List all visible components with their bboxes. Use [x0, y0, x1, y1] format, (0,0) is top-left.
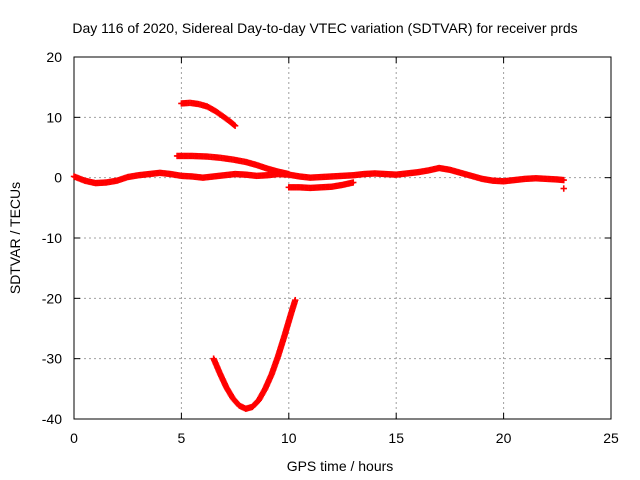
x-tick-label: 15 [388, 430, 404, 446]
data-points [70, 99, 567, 412]
y-tick-label: -40 [42, 411, 62, 427]
x-tick-label: 10 [281, 430, 297, 446]
x-tick-label: 0 [70, 430, 78, 446]
y-tick-label: 10 [46, 109, 62, 125]
x-tick-label: 5 [178, 430, 186, 446]
x-tick-label: 25 [603, 430, 619, 446]
x-axis-label: GPS time / hours [287, 458, 394, 474]
data-point-upper-arc [231, 122, 239, 129]
y-tick-label: 0 [54, 170, 62, 186]
y-axis-label: SDTVAR / TECUs [7, 182, 23, 294]
data-point-low-segment [350, 179, 357, 186]
y-tick-label: -20 [42, 290, 62, 306]
data-point-mid-arc [285, 170, 292, 178]
y-tick-label: -30 [42, 351, 62, 367]
data-point-main-band [560, 176, 567, 184]
x-tick-label: 20 [496, 430, 512, 446]
data-point-deep-arc [292, 296, 299, 304]
data-point-upper-arc [230, 121, 238, 129]
grid-lines [74, 57, 611, 419]
data-point-outlier [560, 185, 567, 192]
axis-ticks: 0 5 10 15 20 25 -40 -30 -20 -10 0 10 20 [42, 49, 619, 446]
y-tick-label: 20 [46, 49, 62, 65]
y-tick-label: -10 [42, 230, 62, 246]
chart-title: Day 116 of 2020, Sidereal Day-to-day VTE… [72, 20, 577, 36]
